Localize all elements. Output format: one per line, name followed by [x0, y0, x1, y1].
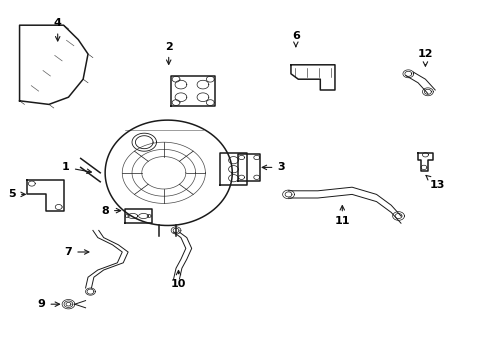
Text: 1: 1	[62, 162, 91, 174]
Text: 11: 11	[334, 206, 349, 226]
Text: 5: 5	[8, 189, 25, 199]
Text: 7: 7	[64, 247, 89, 257]
Text: 10: 10	[170, 270, 186, 289]
Text: 13: 13	[425, 175, 445, 190]
Text: 3: 3	[262, 162, 285, 172]
Text: 2: 2	[164, 42, 172, 64]
Text: 9: 9	[38, 299, 60, 309]
Text: 12: 12	[417, 49, 432, 66]
Text: 4: 4	[54, 18, 61, 41]
Text: 8: 8	[101, 206, 121, 216]
Text: 6: 6	[291, 31, 299, 47]
